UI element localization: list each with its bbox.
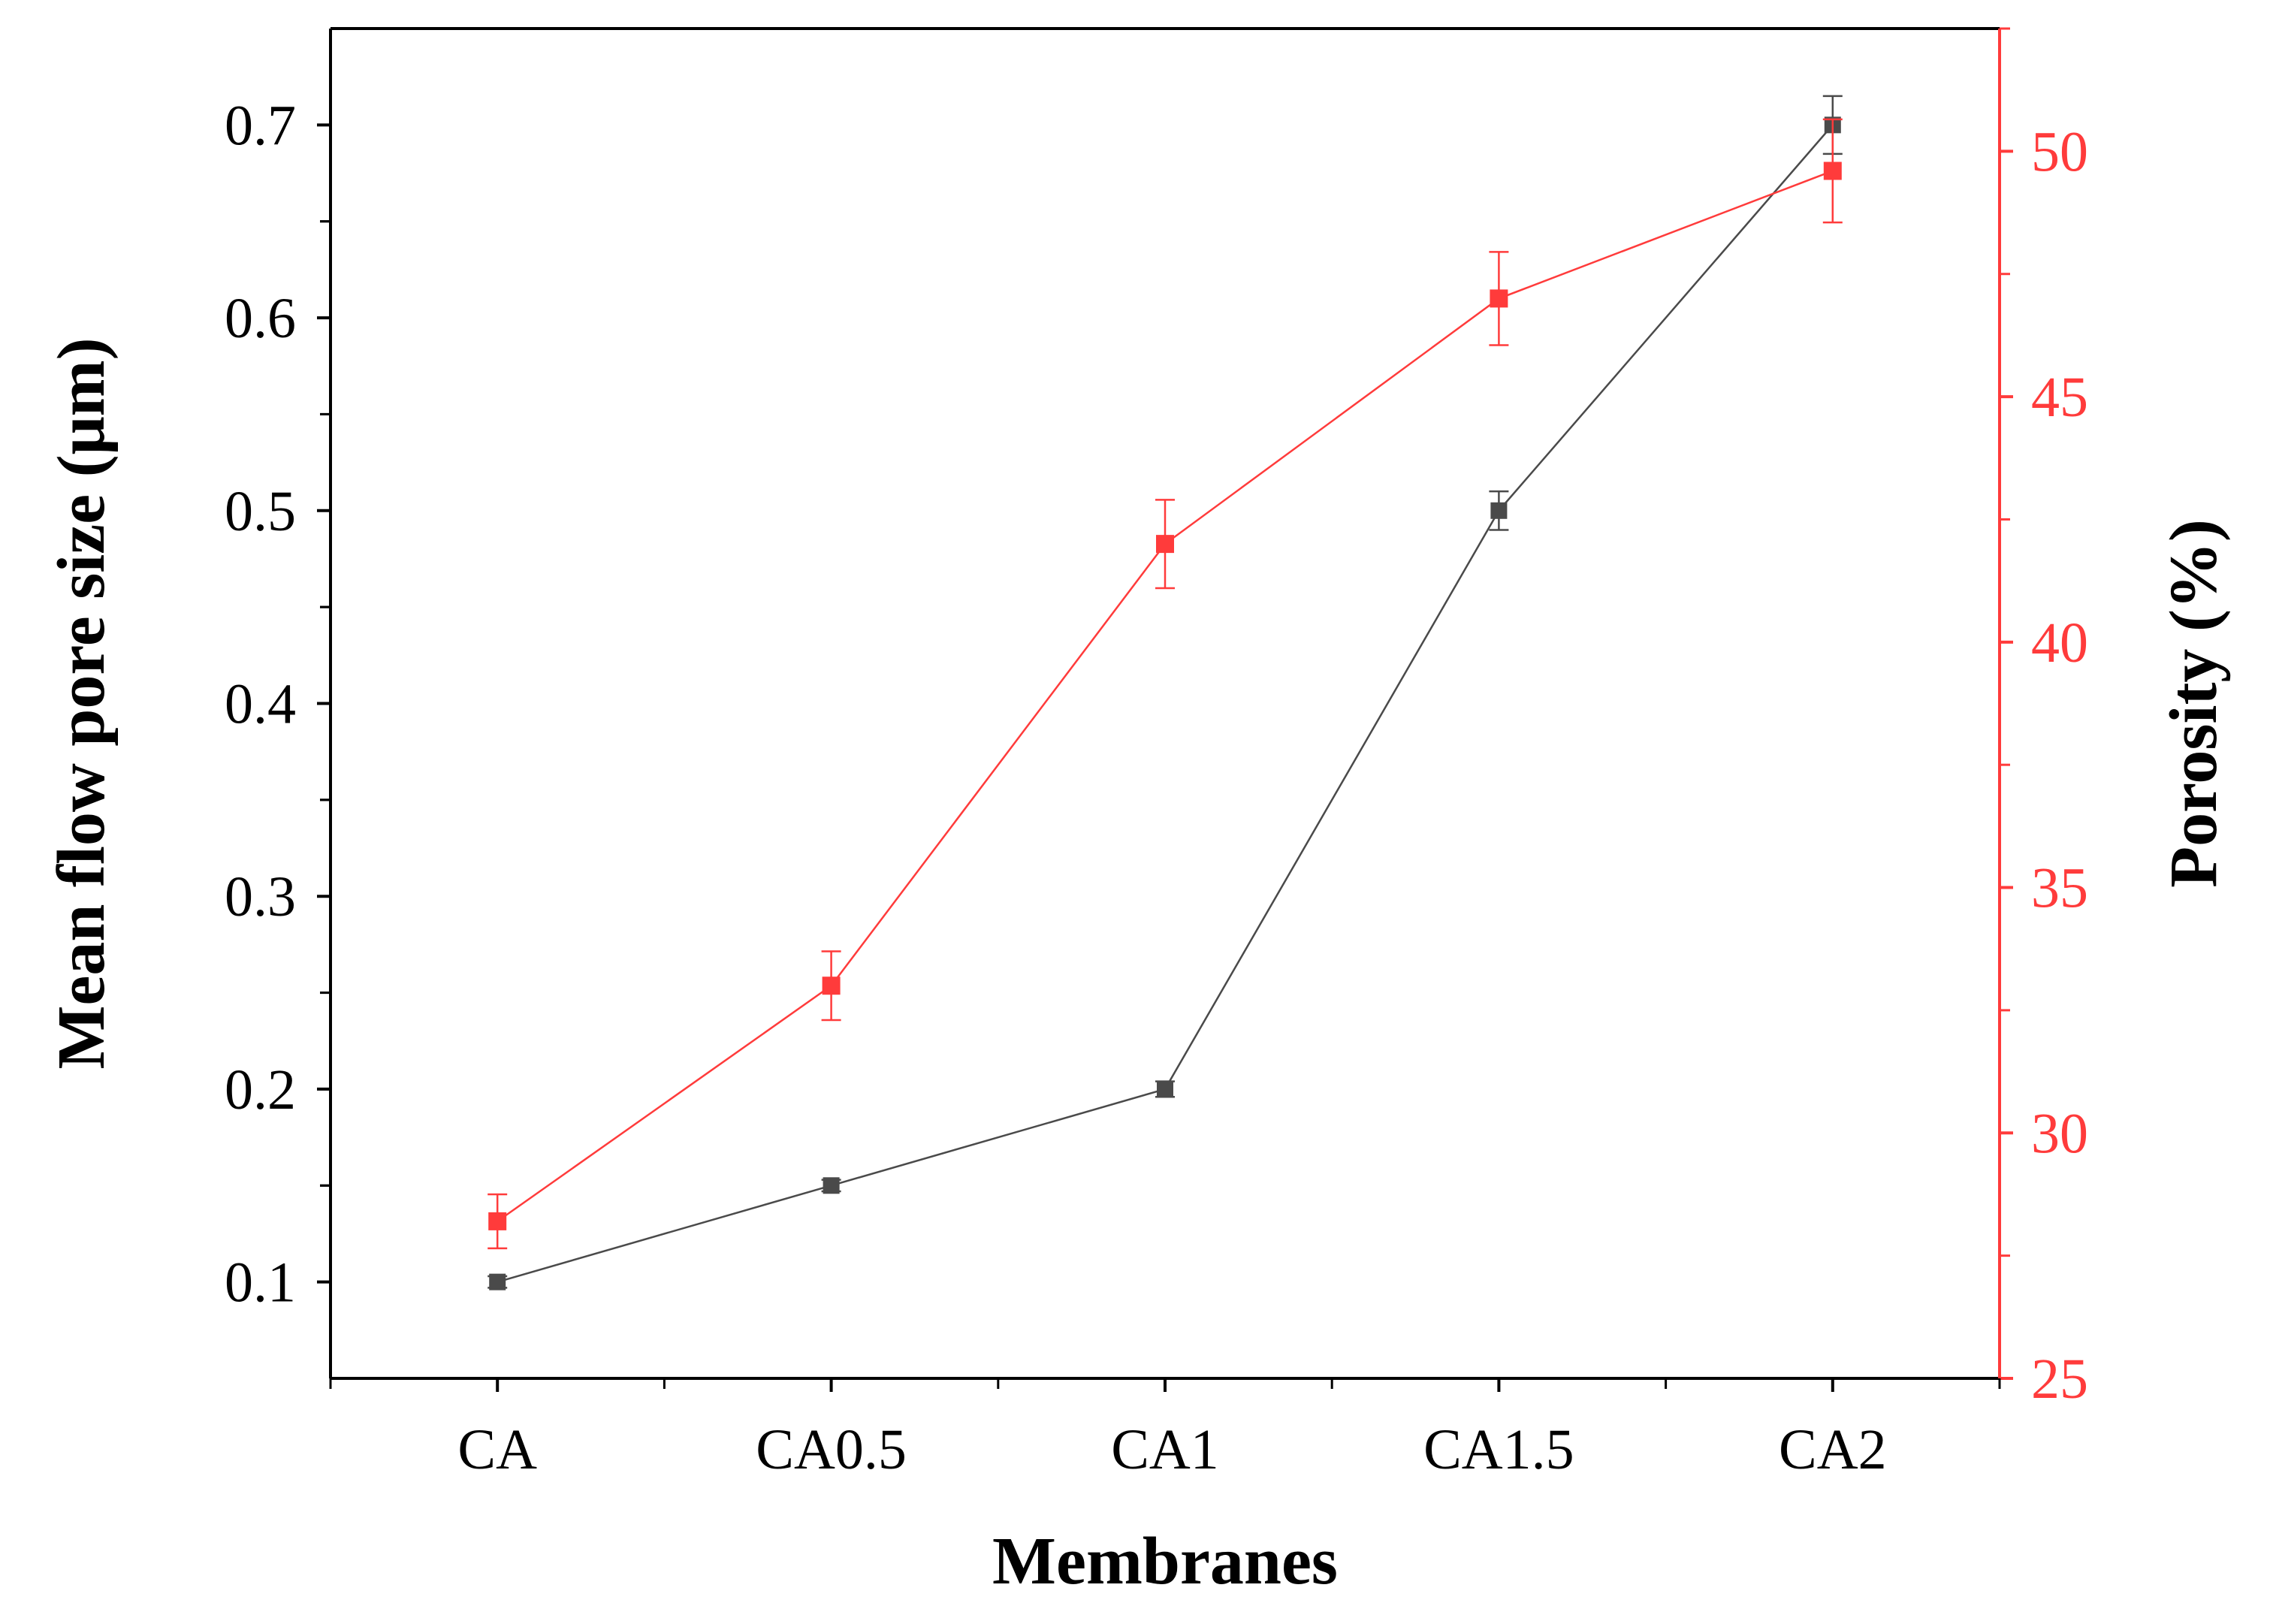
x-tick-label: CA0.5 [756,1418,907,1481]
series-line [497,170,1834,1222]
series-porosity [488,118,1843,1250]
series-pore-size [488,95,1843,1290]
right-tick-label: 30 [2031,1102,2088,1165]
data-point-marker [1490,289,1508,308]
plot-frame [329,27,2001,1380]
data-point-marker [489,1273,506,1290]
left-y-axis-title: Mean flow pore size (μm) [44,337,119,1069]
x-axis-title: Membranes [992,1524,1338,1598]
left-tick-label: 0.5 [225,480,296,543]
x-tick-label: CA [457,1418,537,1481]
right-tick-label: 25 [2031,1348,2088,1411]
left-tick-label: 0.6 [225,287,296,350]
data-point-marker [1823,161,1842,180]
right-y-axis-title: Porosity (%) [2157,519,2231,888]
x-tick-label: CA1.5 [1423,1418,1574,1481]
data-point-marker [1490,502,1508,519]
right-y-axis: 25 30 35 40 45 50 [2000,27,2088,1411]
data-point-marker [1156,535,1174,554]
right-tick-label: 50 [2031,120,2088,183]
right-tick-label: 35 [2031,857,2088,920]
left-tick-label: 0.3 [225,865,296,928]
left-tick-label: 0.2 [225,1058,296,1121]
left-y-axis: 0.1 0.2 0.3 0.4 0.5 0.6 0.7 [225,94,331,1315]
series-group [488,95,1843,1290]
left-tick-label: 0.7 [225,94,296,157]
data-point-marker [822,977,841,995]
data-point-marker [488,1212,507,1230]
series-line [497,124,1834,1283]
left-tick-label: 0.1 [225,1251,296,1315]
right-tick-label: 45 [2031,366,2088,429]
left-tick-label: 0.4 [225,673,296,736]
data-point-marker [1157,1080,1173,1097]
x-axis: CA CA0.5 CA1 CA1.5 CA2 [329,1378,2001,1481]
right-tick-label: 40 [2031,611,2088,675]
data-point-marker [823,1177,840,1194]
x-tick-label: CA1 [1111,1418,1219,1481]
x-tick-label: CA2 [1779,1418,1887,1481]
